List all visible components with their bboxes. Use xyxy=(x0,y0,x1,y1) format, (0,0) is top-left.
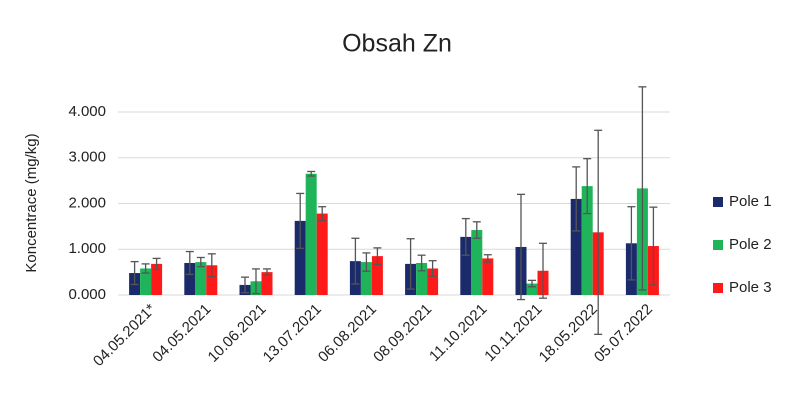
error-bar xyxy=(638,86,647,291)
legend-label: Pole 3 xyxy=(729,279,772,296)
error-bar xyxy=(539,242,547,299)
bar xyxy=(316,213,328,295)
legend-label: Pole 2 xyxy=(729,236,772,253)
error-bar xyxy=(406,238,415,290)
error-bar xyxy=(152,257,161,271)
error-bar xyxy=(483,254,492,263)
error-bar xyxy=(373,247,382,265)
error-bar xyxy=(130,260,139,286)
x-tick-label: 08.09.2021 xyxy=(370,301,435,366)
legend-label: Pole 1 xyxy=(729,193,772,210)
error-bar xyxy=(196,256,205,268)
error-bar xyxy=(318,206,327,222)
bar xyxy=(360,262,372,295)
error-bar xyxy=(649,206,658,286)
error-bar xyxy=(417,254,426,272)
error-bar xyxy=(428,260,437,277)
error-bar xyxy=(185,250,194,276)
legend-swatch xyxy=(713,283,723,293)
chart-title: Obsah Zn xyxy=(342,30,452,58)
bar xyxy=(140,268,152,295)
y-tick-label: 0.000 xyxy=(68,286,106,303)
error-bar xyxy=(583,158,592,215)
bar xyxy=(526,283,538,295)
legend-swatch xyxy=(713,197,723,207)
x-tick-label: 18.05.2022 xyxy=(536,301,601,366)
bar xyxy=(184,262,196,295)
bar xyxy=(460,236,472,295)
y-tick-label: 4.000 xyxy=(68,103,106,120)
y-tick-label: 2.000 xyxy=(68,194,106,211)
bar xyxy=(427,268,439,295)
bar xyxy=(416,262,428,295)
bar xyxy=(305,173,317,295)
error-bar xyxy=(296,192,305,249)
x-tick-label: 06.08.2021 xyxy=(315,301,380,366)
bar xyxy=(570,198,582,295)
bar xyxy=(581,186,593,295)
error-bar xyxy=(263,268,271,276)
bar xyxy=(261,272,273,295)
error-bar xyxy=(528,279,536,288)
bar xyxy=(471,230,483,295)
error-bar xyxy=(594,129,603,335)
error-bar xyxy=(627,206,636,281)
x-tick-label: 05.07.2022 xyxy=(591,301,656,366)
x-tick-label: 04.05.2021 xyxy=(149,301,214,366)
x-tick-label: 11.10.2021 xyxy=(426,301,490,365)
bar xyxy=(371,256,383,295)
error-bar xyxy=(517,193,525,301)
bar xyxy=(206,265,218,295)
y-tick-label: 1.000 xyxy=(68,240,106,257)
error-bar xyxy=(362,252,371,272)
error-bar xyxy=(572,166,581,232)
x-tick-label: 13.07.2021 xyxy=(260,301,325,366)
y-tick-label: 3.000 xyxy=(68,149,106,166)
error-bar xyxy=(461,217,470,256)
error-bar xyxy=(252,268,260,295)
error-bar xyxy=(472,221,481,239)
y-axis-label: Koncentrace (mg/kg) xyxy=(23,133,40,272)
x-tick-label: 04.05.2021* xyxy=(90,301,159,370)
error-bar xyxy=(241,276,249,294)
bar xyxy=(151,263,163,295)
error-bar xyxy=(141,263,150,274)
x-tick-label: 10.06.2021 xyxy=(205,301,270,366)
bar xyxy=(482,258,494,295)
legend-swatch xyxy=(713,240,723,250)
error-bar xyxy=(351,237,360,285)
bar xyxy=(195,262,207,295)
error-bar xyxy=(307,170,316,177)
error-bar xyxy=(207,253,216,278)
bar xyxy=(294,220,306,295)
